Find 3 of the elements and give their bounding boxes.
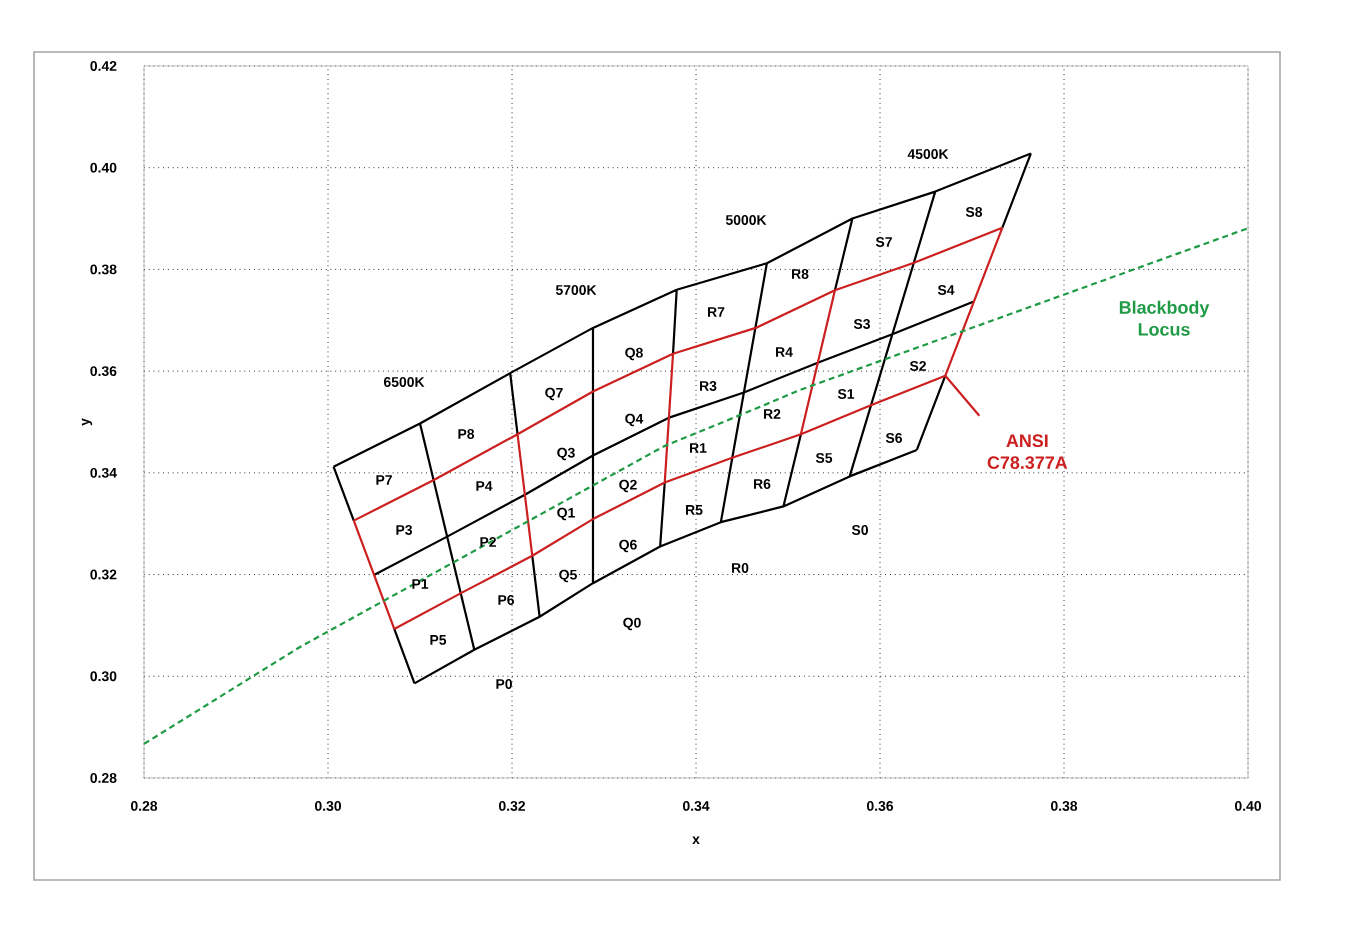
series-label: Blackbody Locus [1119,300,1210,336]
line-series [142,227,1250,745]
text: ANSI C78.377A [987,434,1068,469]
